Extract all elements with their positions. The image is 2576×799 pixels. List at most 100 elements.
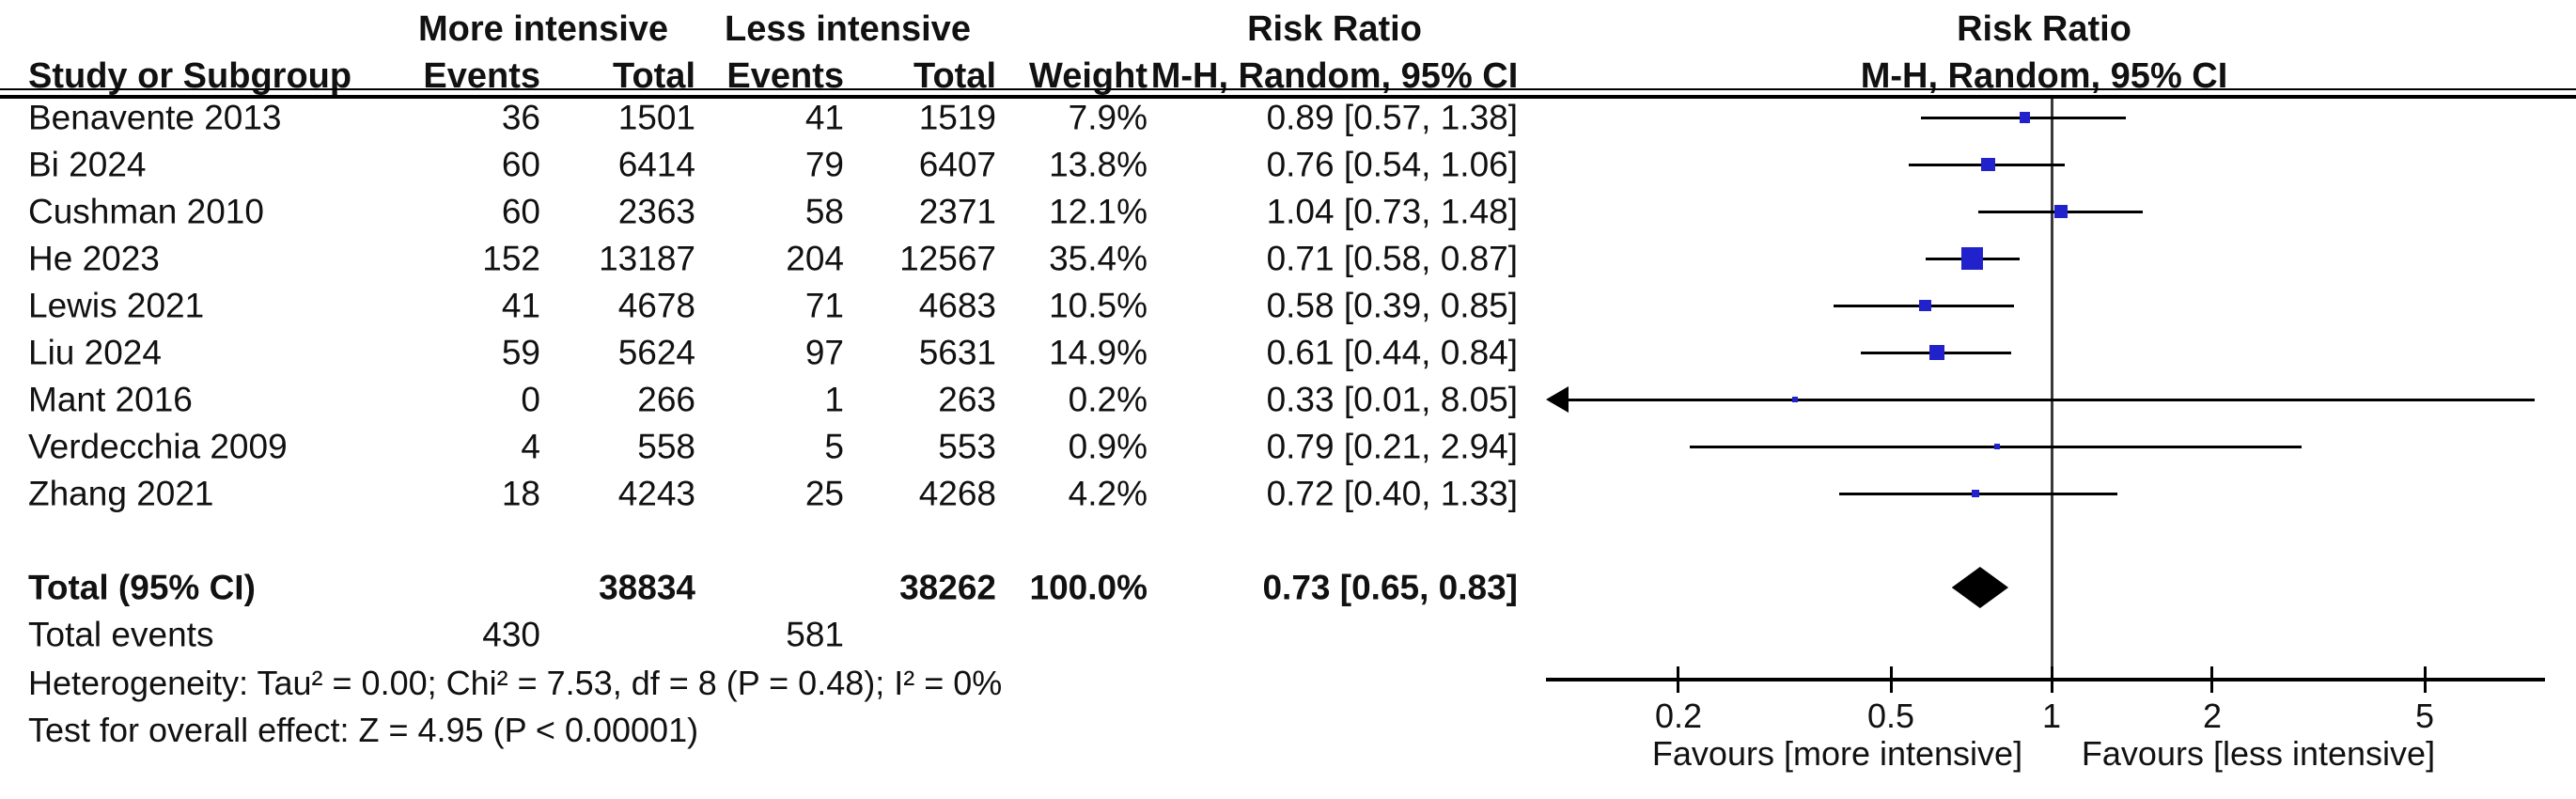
null-effect-line bbox=[2051, 99, 2053, 680]
events-more-value: 0 bbox=[521, 380, 540, 419]
weight-value: 35.4% bbox=[1049, 239, 1147, 278]
axis-tick bbox=[2423, 666, 2427, 693]
total-events-less-value: 581 bbox=[786, 615, 844, 654]
study-name: Bi 2024 bbox=[28, 145, 147, 184]
favours-left-label: Favours [more intensive] bbox=[1651, 734, 2023, 773]
study-name: Verdecchia 2009 bbox=[28, 427, 288, 466]
total-less-value: 12567 bbox=[899, 239, 996, 278]
total-less-value: 263 bbox=[938, 380, 996, 419]
axis-tick-label: 2 bbox=[2202, 697, 2222, 735]
study-name: Zhang 2021 bbox=[28, 474, 214, 513]
risk-ratio-text-header: Risk Ratio bbox=[1247, 9, 1422, 49]
rr-ci-label: 0.89 [0.57, 1.38] bbox=[1266, 98, 1518, 137]
events-more-value: 60 bbox=[501, 192, 540, 231]
group-header-less-intensive: Less intensive bbox=[725, 9, 971, 49]
total-more-value: 1501 bbox=[617, 98, 695, 137]
axis-tick bbox=[2050, 666, 2053, 693]
effect-square bbox=[1980, 157, 1995, 172]
total-less-value: 4683 bbox=[918, 286, 996, 325]
rr-ci-label: 0.79 [0.21, 2.94] bbox=[1266, 427, 1518, 466]
events-less-value: 71 bbox=[804, 286, 844, 325]
events-more-value: 4 bbox=[521, 427, 540, 466]
total-less-value: 6407 bbox=[918, 145, 996, 184]
total-more-value: 558 bbox=[637, 427, 695, 466]
weight-value: 7.9% bbox=[1068, 98, 1147, 137]
study-name: Mant 2016 bbox=[28, 380, 193, 419]
total-more-value: 6414 bbox=[617, 145, 695, 184]
total-more-value: 38834 bbox=[599, 568, 695, 607]
header-rule-thick bbox=[0, 95, 2576, 99]
group-header-more-intensive: More intensive bbox=[417, 9, 669, 49]
events-more-value: 60 bbox=[501, 145, 540, 184]
events-less-value: 58 bbox=[804, 192, 844, 231]
total-less-value: 553 bbox=[938, 427, 996, 466]
total-less-value: 1519 bbox=[918, 98, 996, 137]
effect-square bbox=[2053, 205, 2068, 218]
events-more-value: 152 bbox=[482, 239, 540, 278]
total-less-value: 2371 bbox=[918, 192, 996, 231]
weight-value: 0.2% bbox=[1068, 380, 1147, 419]
total-less-value: 38262 bbox=[899, 568, 996, 607]
overall-effect-stats: Test for overall effect: Z = 4.95 (P < 0… bbox=[28, 711, 699, 749]
events-less-value: 25 bbox=[804, 474, 844, 513]
method-plot-header: M-H, Random, 95% CI bbox=[1860, 56, 2228, 96]
axis-tick-label: 0.5 bbox=[1866, 697, 1915, 735]
risk-ratio-plot-header: Risk Ratio bbox=[1957, 9, 2131, 49]
rr-ci-label: 1.04 [0.73, 1.48] bbox=[1266, 192, 1518, 231]
effect-square bbox=[1919, 299, 1932, 312]
total-row-label: Total (95% CI) bbox=[28, 568, 256, 607]
axis-tick bbox=[2210, 666, 2214, 693]
events-less-value: 97 bbox=[804, 333, 844, 372]
axis-tick bbox=[1889, 666, 1893, 693]
effect-square bbox=[1929, 345, 1944, 360]
events-less-header: Events bbox=[726, 56, 844, 96]
weight-value: 4.2% bbox=[1068, 474, 1147, 513]
study-name: Liu 2024 bbox=[28, 333, 162, 372]
weight-column-header: Weight bbox=[1029, 56, 1147, 96]
events-more-value: 18 bbox=[501, 474, 540, 513]
axis-tick bbox=[1677, 666, 1680, 693]
rr-ci-label: 0.76 [0.54, 1.06] bbox=[1266, 145, 1518, 184]
study-name: Lewis 2021 bbox=[28, 286, 205, 325]
axis-tick-label: 5 bbox=[2414, 697, 2435, 735]
heterogeneity-stats: Heterogeneity: Tau² = 0.00; Chi² = 7.53,… bbox=[28, 664, 1003, 702]
events-more-value: 41 bbox=[501, 286, 540, 325]
study-name: Benavente 2013 bbox=[28, 98, 282, 137]
ci-line bbox=[1565, 398, 2536, 401]
effect-square bbox=[1993, 444, 2000, 449]
effect-square bbox=[2019, 112, 2030, 123]
rr-ci-label: 0.58 [0.39, 0.85] bbox=[1266, 286, 1518, 325]
effect-square bbox=[1791, 397, 1798, 402]
effect-square bbox=[1971, 489, 1980, 498]
study-name: He 2023 bbox=[28, 239, 160, 278]
total-events-more-value: 430 bbox=[482, 615, 540, 654]
total-more-value: 4243 bbox=[617, 474, 695, 513]
events-more-value: 59 bbox=[501, 333, 540, 372]
total-more-header: Total bbox=[613, 56, 695, 96]
study-column-header: Study or Subgroup bbox=[28, 56, 352, 96]
method-text-header: M-H, Random, 95% CI bbox=[1150, 56, 1519, 96]
axis-tick-label: 1 bbox=[2041, 697, 2062, 735]
x-axis-line bbox=[1546, 678, 2545, 682]
total-more-value: 5624 bbox=[617, 333, 695, 372]
events-less-value: 1 bbox=[824, 380, 844, 419]
events-more-value: 36 bbox=[501, 98, 540, 137]
pooled-diamond bbox=[1951, 567, 2009, 608]
weight-value: 13.8% bbox=[1049, 145, 1147, 184]
rr-ci-label: 0.71 [0.58, 0.87] bbox=[1266, 239, 1518, 278]
total-less-value: 4268 bbox=[918, 474, 996, 513]
total-more-value: 266 bbox=[637, 380, 695, 419]
total-more-value: 2363 bbox=[617, 192, 695, 231]
events-less-value: 204 bbox=[786, 239, 844, 278]
events-less-value: 41 bbox=[804, 98, 844, 137]
total-rr-label: 0.73 [0.65, 0.83] bbox=[1262, 568, 1518, 607]
rr-ci-label: 0.72 [0.40, 1.33] bbox=[1266, 474, 1518, 513]
rr-ci-label: 0.61 [0.44, 0.84] bbox=[1266, 333, 1518, 372]
total-more-value: 13187 bbox=[599, 239, 695, 278]
header-rule-thin bbox=[0, 88, 2576, 90]
total-weight-value: 100.0% bbox=[1029, 568, 1148, 607]
total-less-header: Total bbox=[913, 56, 996, 96]
effect-square bbox=[1960, 247, 1984, 270]
weight-value: 10.5% bbox=[1049, 286, 1147, 325]
